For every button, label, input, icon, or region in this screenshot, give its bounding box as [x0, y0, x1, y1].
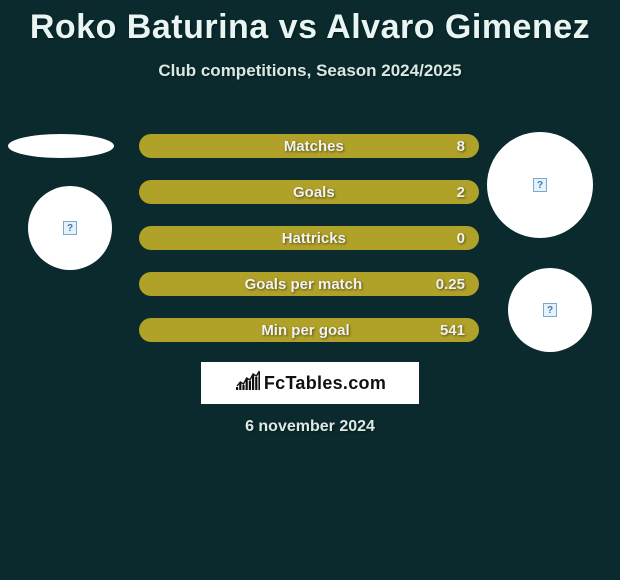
page-title: Roko Baturina vs Alvaro Gimenez: [0, 8, 620, 47]
stat-value: 0: [457, 230, 465, 247]
stat-bar: Goals per match0.25: [139, 272, 479, 296]
circle-left: ?: [28, 186, 112, 270]
stat-bar: Matches8: [139, 134, 479, 158]
stat-bar: Min per goal541: [139, 318, 479, 342]
placeholder-icon: ?: [533, 178, 547, 192]
stats-bars: Matches8Goals2Hattricks0Goals per match0…: [139, 134, 479, 364]
stat-value: 541: [440, 322, 465, 339]
stat-value: 8: [457, 138, 465, 155]
footer-brand-box: FcTables.com: [201, 362, 419, 404]
stat-value: 2: [457, 184, 465, 201]
placeholder-icon: ?: [63, 221, 77, 235]
circle-bottom-right: ?: [508, 268, 592, 352]
footer-brand-text: FcTables.com: [264, 373, 386, 394]
footer-date: 6 november 2024: [0, 418, 620, 436]
page-subtitle: Club competitions, Season 2024/2025: [0, 61, 620, 81]
stat-value: 0.25: [436, 276, 465, 293]
stat-label: Goals per match: [139, 276, 436, 293]
decorative-ellipse: [8, 134, 114, 158]
stat-label: Goals: [139, 184, 457, 201]
stat-bar: Goals2: [139, 180, 479, 204]
circle-top-right: ?: [487, 132, 593, 238]
placeholder-icon: ?: [543, 303, 557, 317]
stat-bar: Hattricks0: [139, 226, 479, 250]
chart-icon: [234, 370, 260, 397]
stat-label: Hattricks: [139, 230, 457, 247]
stat-label: Matches: [139, 138, 457, 155]
stat-label: Min per goal: [139, 322, 440, 339]
